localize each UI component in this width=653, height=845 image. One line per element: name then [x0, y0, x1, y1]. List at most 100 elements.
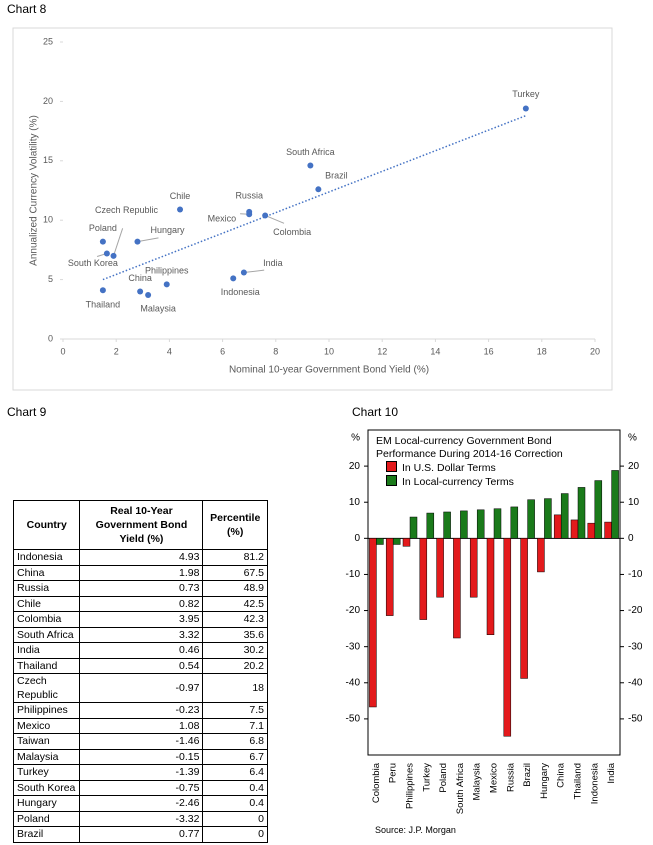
table-cell: -0.97 [79, 673, 204, 703]
point [240, 269, 247, 276]
point-label: India [263, 258, 283, 268]
y-tick-label: 20 [349, 461, 361, 472]
table-cell: 3.95 [79, 611, 204, 628]
point-label: Indonesia [221, 287, 260, 297]
point-label: South Korea [68, 258, 118, 268]
leader-line [264, 214, 285, 224]
y-tick-label: 5 [48, 274, 53, 284]
chart-8-frame [12, 27, 613, 391]
legend-swatch [386, 461, 397, 472]
x-tick-label: South Africa [455, 762, 466, 814]
point-label: South Africa [286, 147, 335, 157]
chart-10-frame [367, 429, 621, 756]
legend: EM Local-currency Government Bond Perfor… [372, 433, 614, 491]
point-label: Poland [89, 223, 117, 233]
y2-tick-label: -50 [628, 714, 643, 725]
x-tick-label: 12 [377, 346, 387, 356]
trendline [102, 114, 527, 281]
y2-tick-label: -20 [628, 605, 643, 616]
point [137, 288, 144, 295]
y-tick-label: -10 [346, 569, 361, 580]
bar [577, 487, 586, 539]
table-cell: 35.6 [202, 626, 268, 643]
leader-line [137, 237, 159, 243]
table-cell: China [12, 564, 81, 581]
point-label: Turkey [512, 89, 540, 99]
leader-line [113, 228, 124, 256]
table-cell: 1.08 [79, 717, 204, 734]
table-row: Turkey -1.39 6.4 [12, 764, 268, 781]
point-label: Brazil [325, 171, 348, 181]
bar [453, 538, 461, 639]
table-cell: 81.2 [202, 549, 268, 566]
table-row: Hungary -2.46 0.4 [12, 795, 268, 812]
y-tick-label: 10 [43, 215, 53, 225]
table-row: South Africa 3.32 35.6 [12, 626, 268, 643]
y-tick-label: 25 [43, 36, 53, 46]
bar [510, 506, 519, 539]
x-tick-label: 10 [324, 346, 334, 356]
x-tick-label: Mexico [489, 763, 500, 793]
table-cell: 6.7 [202, 748, 268, 765]
column-header: Country [12, 500, 81, 550]
y-tick-label: -50 [346, 714, 361, 725]
table-cell: Thailand [12, 657, 81, 674]
bar [527, 499, 535, 539]
y-tick-label: -20 [346, 605, 361, 616]
leader-line [243, 269, 265, 273]
point [262, 212, 269, 219]
y2-tick-label: -40 [628, 677, 643, 688]
bar [560, 493, 569, 539]
y2-tick-label: 10 [628, 497, 640, 508]
bar [476, 509, 485, 539]
x-tick-label: 6 [220, 346, 225, 356]
table-row: Thailand 0.54 20.2 [12, 657, 268, 674]
table-row: Chile 0.82 42.5 [12, 595, 268, 612]
y2-unit: % [628, 433, 637, 444]
table-row: South Korea -0.75 0.4 [12, 779, 268, 796]
point [145, 292, 152, 299]
table-cell: -0.15 [79, 748, 204, 765]
x-tick-label: Peru [388, 763, 399, 783]
table-cell: 7.5 [202, 702, 268, 719]
table-cell: 0.4 [202, 795, 268, 812]
bar [392, 538, 401, 545]
y2-tick-label: -30 [628, 641, 643, 652]
point [163, 281, 170, 288]
table-cell: Colombia [12, 611, 81, 628]
chart-8-label: Chart 8 [7, 2, 47, 16]
point [315, 186, 322, 193]
table-row: Indonesia 4.93 81.2 [12, 549, 268, 566]
point-label: China [128, 273, 152, 283]
table-cell: -0.23 [79, 702, 204, 719]
bar [570, 519, 579, 539]
y2-tick-label: -10 [628, 569, 643, 580]
y-tick-label: 10 [349, 497, 361, 508]
legend-item: In U.S. Dollar Terms [376, 461, 610, 475]
table-cell: Russia [12, 580, 81, 597]
legend-label: In U.S. Dollar Terms [402, 462, 496, 474]
y-tick-label: -40 [346, 677, 361, 688]
y-unit: % [351, 433, 360, 444]
table-cell: -3.32 [79, 810, 204, 827]
x-tick-label: 4 [167, 346, 172, 356]
table-cell: 18 [202, 673, 268, 703]
bar [419, 538, 428, 620]
column-header: Real 10-Year Government Bond Yield (%) [79, 500, 204, 550]
point-label: Chile [170, 191, 191, 201]
bar [376, 538, 384, 545]
source: Source: J.P. Morgan [375, 825, 456, 835]
point-label: Hungary [150, 225, 185, 235]
bar [594, 480, 603, 539]
table-cell: -1.46 [79, 733, 204, 750]
chart-9-label: Chart 9 [7, 405, 47, 419]
x-tick-label: 14 [430, 346, 440, 356]
bar [553, 514, 562, 539]
x-tick-label: Colombia [371, 762, 382, 803]
table-row: Taiwan -1.46 6.8 [12, 733, 268, 750]
table-cell: Malaysia [12, 748, 81, 765]
bar [503, 538, 512, 737]
table-cell: Hungary [12, 795, 81, 812]
table-cell: South Korea [12, 779, 81, 796]
header-row: Country Real 10-Year Government Bond Yiel… [12, 500, 268, 550]
